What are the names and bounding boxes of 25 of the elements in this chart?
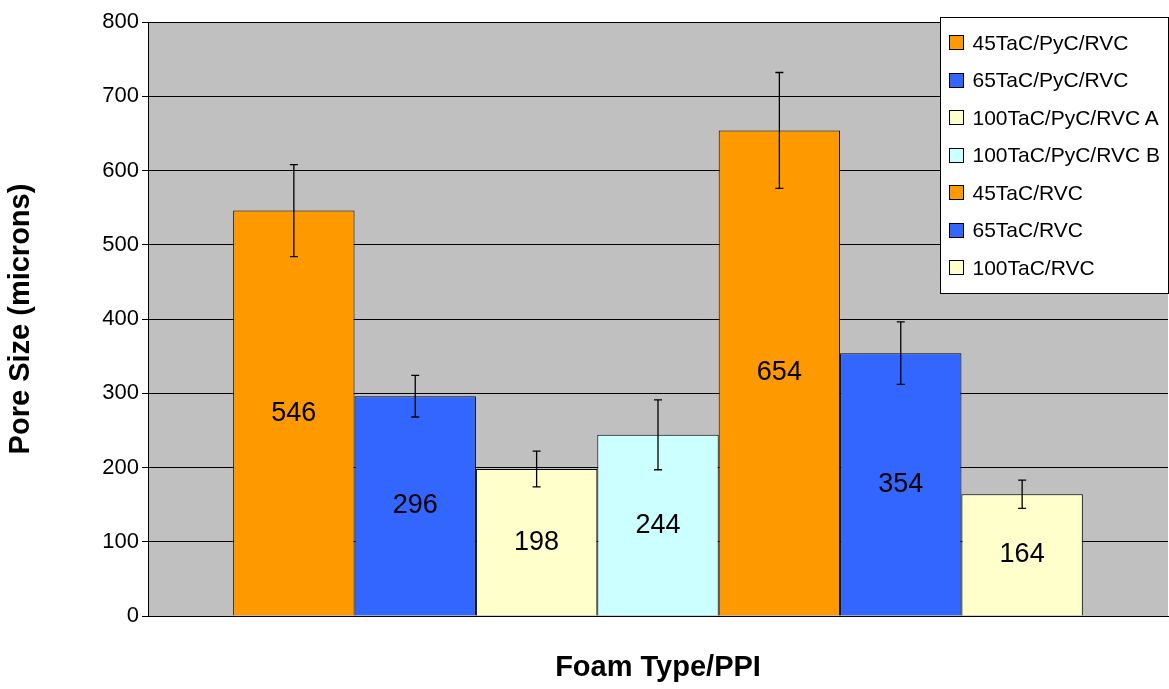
data-label: 244	[635, 508, 681, 539]
data-label: 296	[392, 489, 438, 520]
data-label: 198	[514, 525, 560, 556]
legend-label: 45TaC/PyC/RVC	[972, 30, 1129, 55]
data-label: 354	[878, 467, 924, 498]
y-tick-label: 600	[102, 156, 139, 182]
y-axis-title: Pore Size (microns)	[3, 183, 36, 455]
legend-label: 100TaC/PyC/RVC B	[972, 143, 1160, 168]
legend-label: 45TaC/RVC	[972, 180, 1083, 205]
legend-label: 100TaC/RVC	[972, 255, 1095, 280]
y-tick-label: 200	[102, 453, 139, 479]
y-tick-label: 700	[102, 82, 139, 108]
y-tick-label: 500	[102, 230, 139, 256]
y-tick-label: 0	[126, 602, 139, 628]
y-tick-label: 300	[102, 379, 139, 405]
y-tick-label: 400	[102, 305, 139, 331]
legend-label: 65TaC/RVC	[972, 218, 1083, 243]
x-axis-title: Foam Type/PPI	[555, 649, 761, 682]
data-label: 546	[271, 396, 317, 427]
y-tick-label: 800	[102, 8, 139, 34]
data-label: 654	[756, 356, 802, 387]
legend-label: 100TaC/PyC/RVC A	[972, 105, 1159, 130]
y-tick-label: 100	[102, 527, 139, 553]
legend-label: 65TaC/PyC/RVC	[972, 68, 1129, 93]
data-label: 164	[999, 538, 1045, 569]
